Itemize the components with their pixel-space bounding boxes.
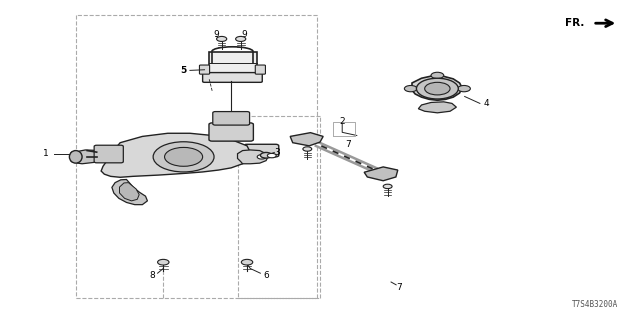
FancyBboxPatch shape — [212, 112, 250, 125]
Circle shape — [257, 155, 266, 159]
Circle shape — [268, 153, 276, 158]
Text: 8: 8 — [150, 271, 156, 280]
FancyBboxPatch shape — [94, 145, 124, 163]
Text: 1: 1 — [43, 149, 49, 158]
FancyBboxPatch shape — [255, 65, 266, 74]
FancyBboxPatch shape — [209, 123, 253, 141]
FancyBboxPatch shape — [203, 73, 262, 82]
Circle shape — [417, 78, 458, 99]
Circle shape — [236, 36, 246, 42]
Polygon shape — [290, 133, 323, 146]
Circle shape — [241, 260, 253, 265]
Polygon shape — [364, 167, 398, 181]
Ellipse shape — [69, 151, 82, 163]
Circle shape — [458, 85, 470, 92]
Circle shape — [431, 72, 444, 78]
Circle shape — [157, 260, 169, 265]
Text: 7: 7 — [346, 140, 351, 149]
FancyBboxPatch shape — [244, 144, 279, 157]
Circle shape — [216, 36, 227, 42]
Polygon shape — [76, 150, 101, 164]
Text: 5: 5 — [180, 66, 187, 75]
Text: 4: 4 — [483, 99, 489, 108]
Polygon shape — [120, 183, 139, 201]
Circle shape — [260, 152, 272, 158]
Polygon shape — [412, 76, 462, 100]
Circle shape — [164, 148, 203, 166]
Circle shape — [153, 142, 214, 172]
Text: 3: 3 — [274, 148, 280, 157]
FancyBboxPatch shape — [209, 52, 257, 75]
Text: T7S4B3200A: T7S4B3200A — [572, 300, 618, 309]
Text: 6: 6 — [263, 271, 269, 280]
Polygon shape — [419, 102, 456, 113]
Circle shape — [425, 82, 450, 95]
Circle shape — [383, 184, 392, 188]
Text: 7: 7 — [396, 283, 402, 292]
Circle shape — [404, 85, 417, 92]
Text: FR.: FR. — [565, 18, 584, 28]
Text: 2: 2 — [339, 117, 345, 126]
Polygon shape — [112, 180, 147, 205]
Text: 9: 9 — [241, 30, 247, 39]
Circle shape — [303, 147, 312, 151]
Polygon shape — [237, 150, 268, 164]
FancyBboxPatch shape — [200, 65, 210, 74]
Text: 9: 9 — [214, 30, 220, 39]
Polygon shape — [101, 133, 250, 177]
